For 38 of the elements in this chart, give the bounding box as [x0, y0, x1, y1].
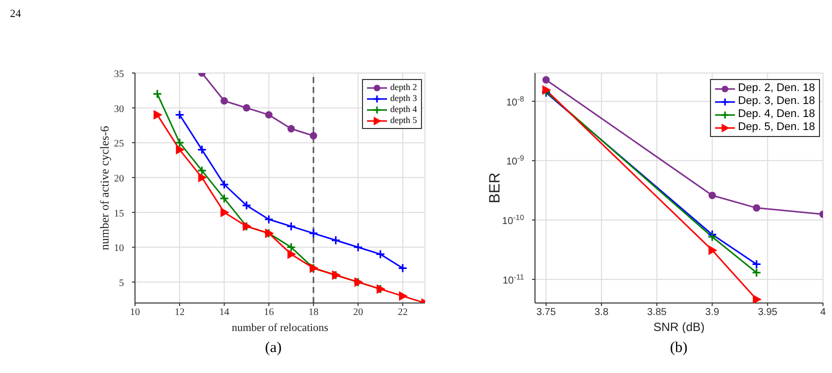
- x-tick-label: 22: [398, 307, 408, 318]
- legend-label: depth 5: [390, 115, 417, 126]
- x-tick-label: 10: [130, 307, 140, 318]
- text: (a): [265, 340, 282, 356]
- y-tick-label: 30: [114, 104, 124, 115]
- x-tick-label: 16: [264, 307, 274, 318]
- legend-label: depth 4: [390, 104, 417, 115]
- legend-label: Dep. 4, Den. 18: [738, 108, 815, 121]
- y-tick-label: 10$^{-10}$: [502, 212, 524, 228]
- text: 24: [10, 8, 21, 20]
- y-tick-label: 10$^{-8}$: [506, 94, 524, 108]
- text: (b): [670, 340, 688, 356]
- x-tick-label: 3.95: [758, 307, 778, 318]
- legend-label: depth 3: [390, 93, 417, 104]
- y-tick-label: 35: [114, 69, 124, 80]
- y-tick-label: 25: [114, 138, 124, 150]
- y-tick-label: 10$^{-9}$: [506, 153, 524, 168]
- legend-label: Dep. 3, Den. 18: [738, 95, 815, 108]
- legend-label: Dep. 2, Den. 18: [738, 82, 815, 95]
- y-tick-label: 5: [119, 278, 124, 290]
- y-axis-title: BER: [486, 172, 504, 204]
- x-tick-label: 3.8: [594, 307, 609, 318]
- legend-label: Dep. 5, Den. 18: [738, 121, 815, 134]
- x-tick-label: 4: [820, 307, 826, 318]
- legend-label: depth 2: [390, 82, 417, 93]
- x-tick-label: 3.75: [536, 307, 556, 318]
- x-axis-title: number of relocations: [232, 322, 328, 334]
- y-tick-label: 20: [114, 174, 124, 185]
- y-tick-label: 15: [114, 208, 124, 220]
- y-axis-title: number of active cycles-6: [97, 126, 112, 250]
- x-tick-label: 14: [219, 307, 230, 318]
- x-tick-label: 18: [308, 307, 318, 318]
- x-tick-label: 12: [174, 307, 185, 318]
- x-tick-label: 20: [353, 307, 364, 318]
- y-tick-label: 10: [114, 243, 124, 254]
- y-tick-label: 10$^{-11}$: [502, 272, 524, 286]
- x-tick-label: 3.9: [705, 307, 720, 318]
- x-tick-label: 3.85: [647, 307, 668, 318]
